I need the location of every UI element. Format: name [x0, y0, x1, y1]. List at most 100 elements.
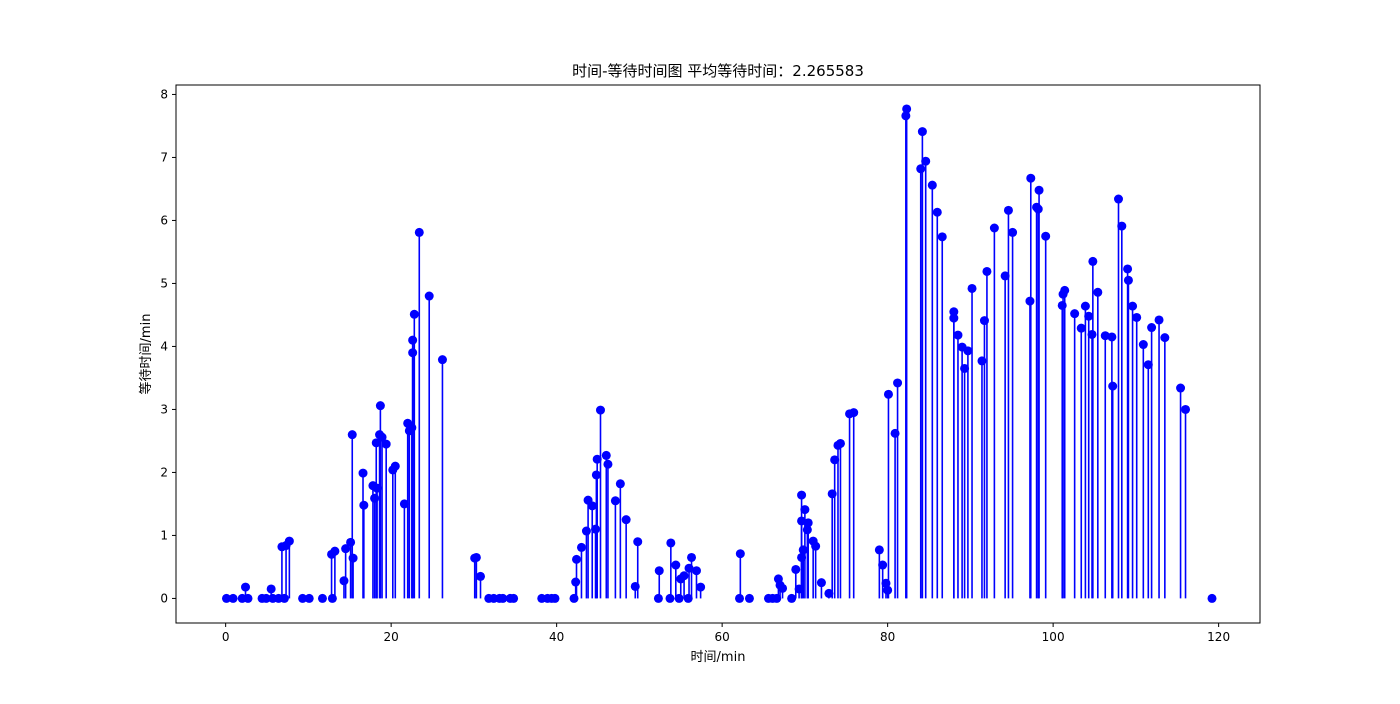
x-tick-label: 40 [549, 630, 564, 644]
stem-marker [778, 583, 788, 593]
stem-marker [735, 593, 745, 603]
stem-marker [1132, 312, 1142, 322]
x-axis-label: 时间/min [691, 650, 746, 665]
stem-marker [498, 593, 508, 603]
stem-marker [339, 576, 349, 586]
y-axis-label: 等待时间/min [138, 314, 154, 395]
stem-marker [610, 496, 620, 506]
stem-marker [390, 461, 400, 471]
stem-marker [601, 450, 611, 460]
stem-marker [683, 593, 693, 603]
stem-marker [284, 536, 294, 546]
stem-marker [1041, 231, 1051, 241]
stem-marker [791, 564, 801, 574]
stem-marker [1117, 221, 1127, 231]
stem-marker [874, 545, 884, 555]
stem-marker [963, 346, 973, 356]
stem-marker [1176, 383, 1186, 393]
stem-marker [982, 266, 992, 276]
stem-marker [1026, 173, 1036, 183]
y-tick-label: 0 [160, 591, 168, 605]
stem-marker [1107, 332, 1117, 342]
y-axis-ticks: 0 1 2 3 4 5 6 7 8 [160, 87, 176, 605]
stem-marker [1080, 301, 1090, 311]
stem-marker [571, 577, 581, 587]
stem-marker [798, 545, 808, 555]
stem-marker [772, 593, 782, 603]
stem-marker [835, 438, 845, 448]
stem-marker [550, 593, 560, 603]
stem-marker [407, 423, 417, 433]
stem-marker [372, 483, 382, 493]
stem-marker [800, 505, 810, 515]
x-tick-label: 20 [384, 630, 399, 644]
stem-marker [932, 207, 942, 217]
stem-marker [811, 541, 821, 551]
stem-marker [787, 593, 797, 603]
stem-marker [1181, 404, 1191, 414]
stem-marker [630, 581, 640, 591]
y-tick-label: 5 [160, 276, 168, 290]
stem-marker [370, 493, 380, 503]
stem-marker [603, 459, 613, 469]
stem-marker [377, 432, 387, 442]
stem-marker [916, 164, 926, 174]
y-tick-label: 1 [160, 528, 168, 542]
stem-marker [849, 408, 859, 418]
stem-marker [989, 223, 999, 233]
stem-marker [1154, 315, 1164, 325]
stem-marker [1108, 381, 1118, 391]
chart-title: 时间-等待时间图 平均等待时间：2.265583 [572, 62, 864, 80]
stem-marker [927, 180, 937, 190]
stem-marker [621, 515, 631, 525]
stem-marker [228, 593, 238, 603]
stem-marker [953, 330, 963, 340]
stem-marker [261, 593, 271, 603]
stem-marker [243, 593, 253, 603]
stem-marker [1076, 323, 1086, 333]
stem-marker [878, 560, 888, 570]
stem-marker [979, 316, 989, 326]
stem-marker [317, 593, 327, 603]
stem-marker [890, 428, 900, 438]
stem-marker [1143, 360, 1153, 370]
stem-marker [1123, 275, 1133, 285]
stem-marker [341, 544, 351, 554]
stem-marker [476, 571, 486, 581]
stem-marker [346, 537, 356, 547]
stem-marker [471, 552, 481, 562]
x-axis-ticks: 0 20 40 60 80 100 120 [222, 623, 1230, 644]
x-tick-label: 80 [880, 630, 895, 644]
stem-marker [569, 593, 579, 603]
stem-marker [1008, 227, 1018, 237]
y-tick-label: 6 [160, 213, 168, 227]
stem-marker [298, 593, 308, 603]
x-tick-label: 0 [222, 630, 230, 644]
stem-marker [691, 566, 701, 576]
stem-marker [1087, 329, 1097, 339]
stem-marker [671, 560, 681, 570]
stem-marker [1003, 205, 1013, 215]
stem-marker [902, 104, 912, 114]
stem-marker [581, 526, 591, 536]
stem-marker [592, 454, 602, 464]
stem-marker [883, 585, 893, 595]
stem-marker [1207, 593, 1217, 603]
stem-marker [1057, 300, 1067, 310]
stem-marker [1060, 285, 1070, 295]
stem-marker [576, 542, 586, 552]
stem-marker [424, 291, 434, 301]
stem-marker [1025, 296, 1035, 306]
stem-marker [679, 571, 689, 581]
stem-marker [408, 348, 418, 358]
stem-marker [509, 593, 519, 603]
stem-marker [348, 553, 358, 563]
stem-marker [654, 566, 664, 576]
stem-marker [330, 546, 340, 556]
stem-marker [399, 499, 409, 509]
stem-marker [1033, 204, 1043, 214]
stem-marker [687, 552, 697, 562]
stem-marker [696, 582, 706, 592]
